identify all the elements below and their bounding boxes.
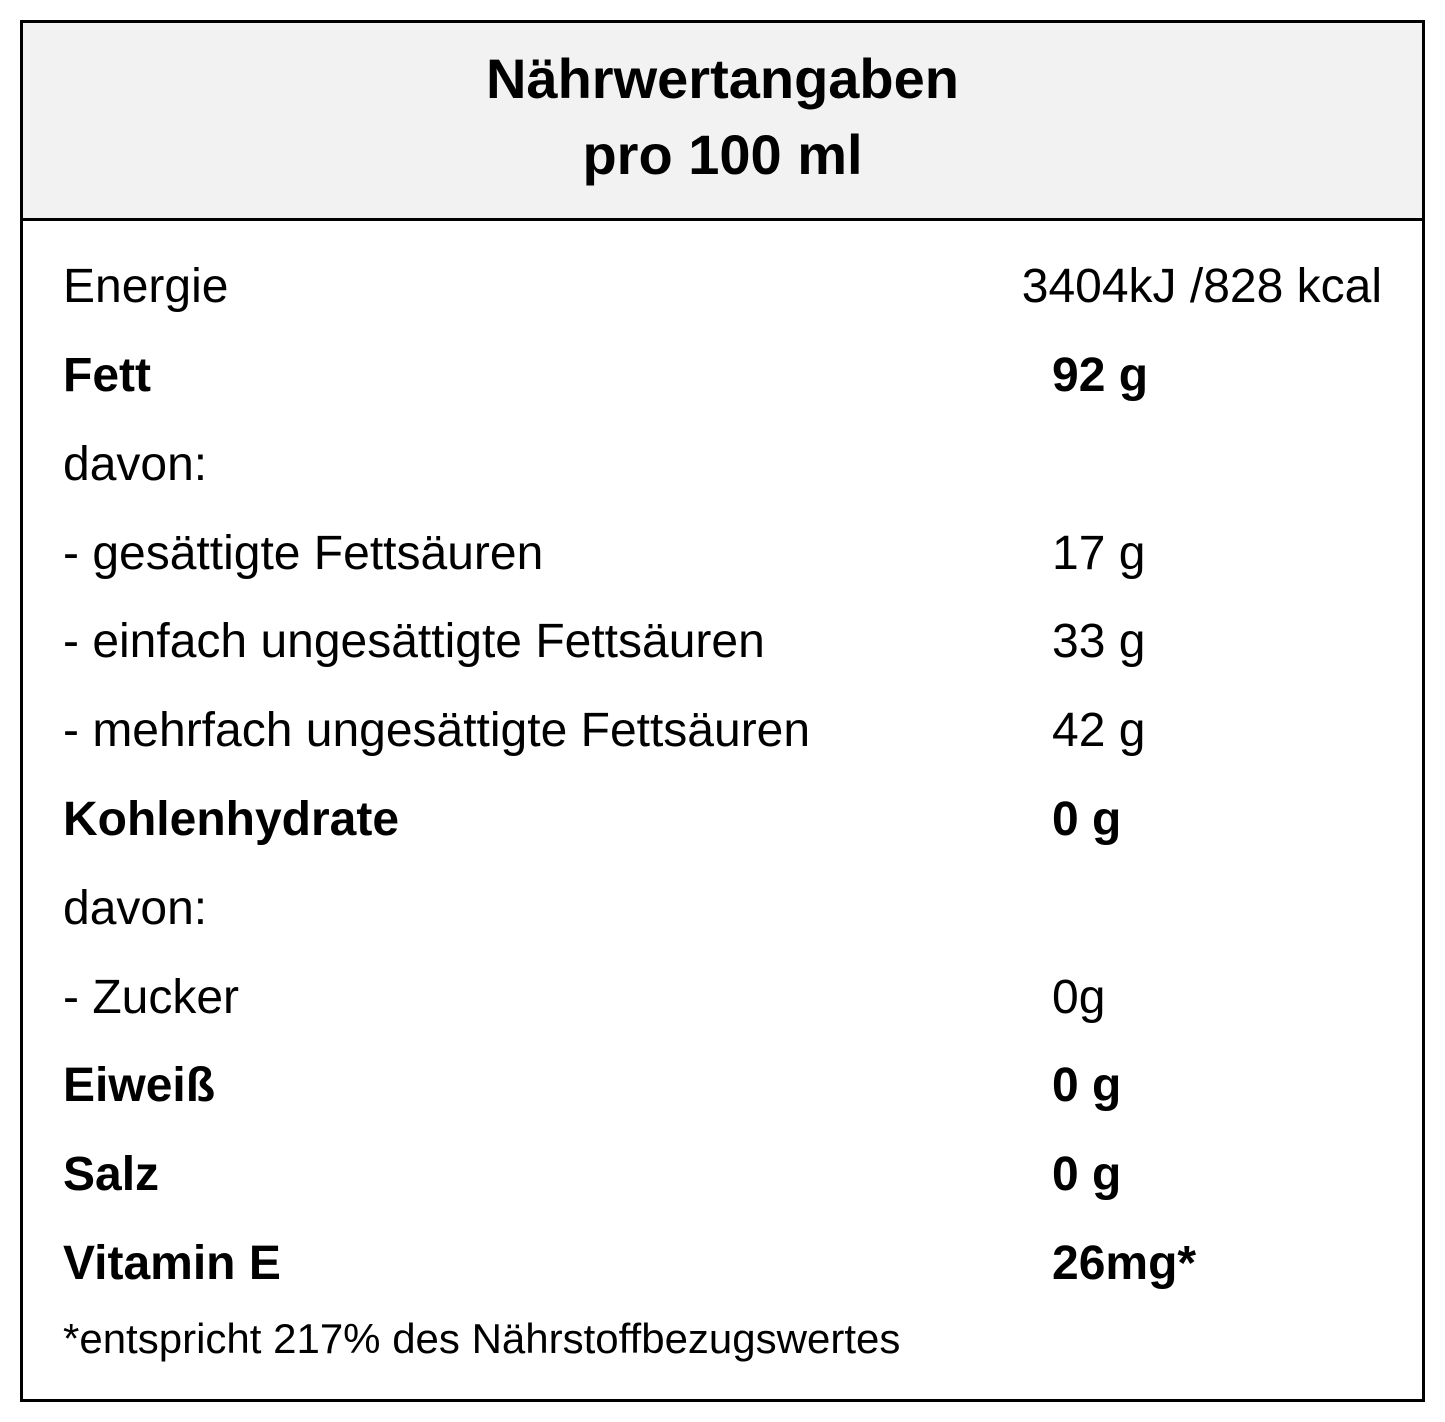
table-row: davon: xyxy=(63,865,1382,954)
row-label: davon: xyxy=(63,877,207,942)
row-value: 0 g xyxy=(1012,1054,1382,1119)
row-value: 0 g xyxy=(1012,788,1382,853)
row-value: 42 g xyxy=(1012,699,1382,764)
footnote: *entspricht 217% des Nährstoffbezugswert… xyxy=(63,1309,1382,1371)
row-label: davon: xyxy=(63,433,207,498)
row-label: Fett xyxy=(63,344,151,409)
row-label: Vitamin E xyxy=(63,1232,281,1297)
row-label: Salz xyxy=(63,1143,159,1208)
row-value: 92 g xyxy=(1012,344,1382,409)
table-row: Energie 3404kJ /828 kcal xyxy=(63,243,1382,332)
table-row: Kohlenhydrate 0 g xyxy=(63,776,1382,865)
header-title-line2: pro 100 ml xyxy=(23,117,1422,193)
row-label: - mehrfach ungesättigte Fettsäuren xyxy=(63,699,810,764)
row-label: Eiweiß xyxy=(63,1054,215,1119)
row-label: - einfach ungesättigte Fettsäuren xyxy=(63,610,765,675)
nutrition-table: Nährwertangaben pro 100 ml Energie 3404k… xyxy=(20,20,1425,1402)
table-header: Nährwertangaben pro 100 ml xyxy=(23,23,1422,221)
row-value: 3404kJ /828 kcal xyxy=(982,255,1382,320)
table-row: - gesättigte Fettsäuren 17 g xyxy=(63,510,1382,599)
table-row: davon: xyxy=(63,421,1382,510)
row-value: 33 g xyxy=(1012,610,1382,675)
row-value: 0g xyxy=(1012,966,1382,1031)
row-label: Kohlenhydrate xyxy=(63,788,399,853)
table-row: Salz 0 g xyxy=(63,1131,1382,1220)
table-row: - Zucker 0g xyxy=(63,954,1382,1043)
row-value: 17 g xyxy=(1012,522,1382,587)
row-label: - Zucker xyxy=(63,966,239,1031)
row-label: - gesättigte Fettsäuren xyxy=(63,522,543,587)
table-row: Eiweiß 0 g xyxy=(63,1042,1382,1131)
header-title-line1: Nährwertangaben xyxy=(23,41,1422,117)
table-row: - einfach ungesättigte Fettsäuren 33 g xyxy=(63,598,1382,687)
row-label: Energie xyxy=(63,255,228,320)
row-value: 0 g xyxy=(1012,1143,1382,1208)
row-value: 26mg* xyxy=(1012,1232,1382,1297)
table-row: Fett 92 g xyxy=(63,332,1382,421)
table-row: - mehrfach ungesättigte Fettsäuren 42 g xyxy=(63,687,1382,776)
table-body: Energie 3404kJ /828 kcal Fett 92 g davon… xyxy=(23,221,1422,1399)
table-row: Vitamin E 26mg* xyxy=(63,1220,1382,1309)
